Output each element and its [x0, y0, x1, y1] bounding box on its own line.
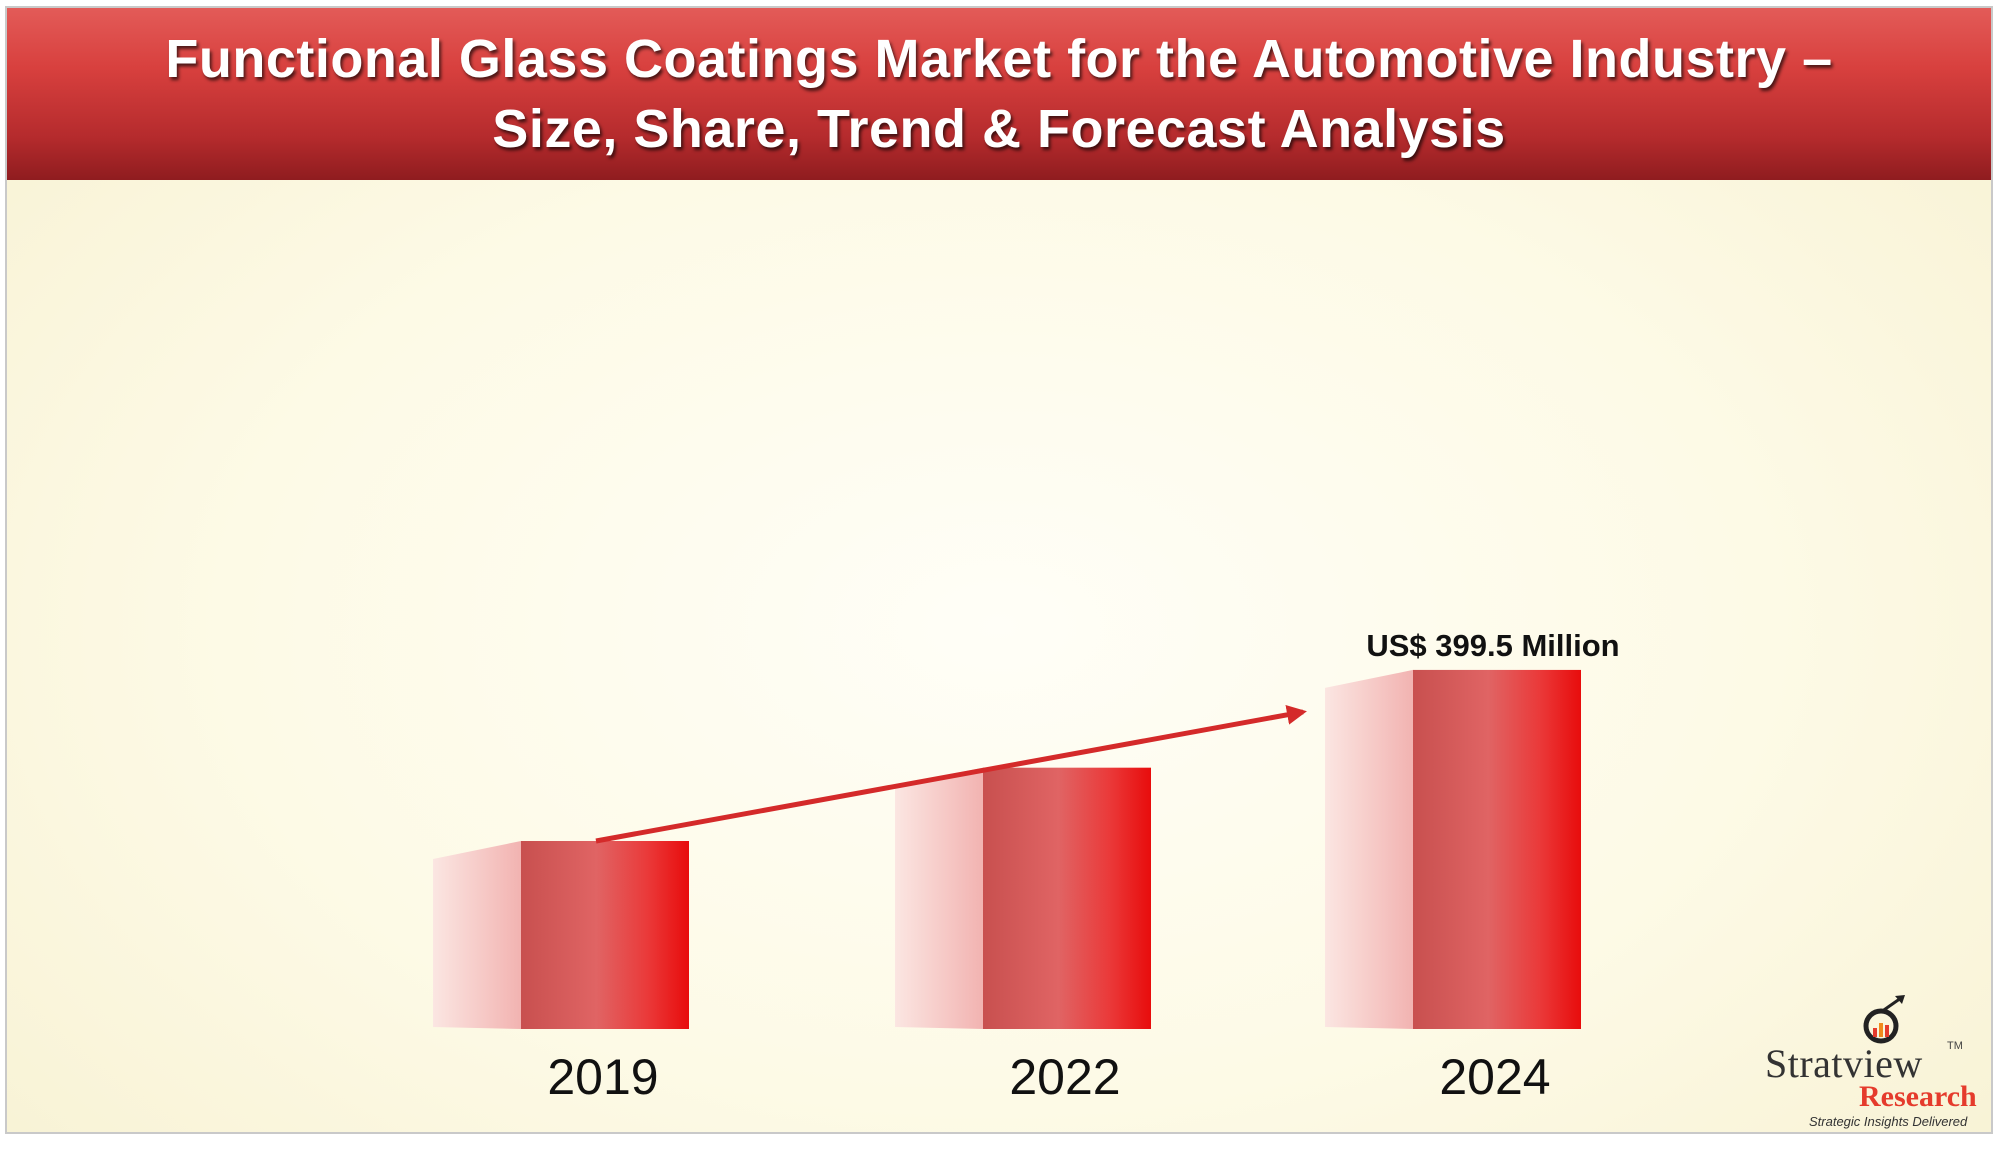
magnifier-chart-icon [1863, 995, 1905, 1044]
trend-arrow [595, 704, 1307, 844]
bar-side-2019 [433, 841, 521, 1029]
bar-side-2022 [895, 767, 983, 1029]
logo-trademark: TM [1947, 1040, 1963, 1052]
data-label-2024: US$ 399.5 Million [1366, 628, 1619, 663]
stratview-logo: Stratview TM Research Strategic Insights… [1747, 994, 1987, 1129]
bar-chart: 2019 2022 2024 US$ 399.5 Million [433, 628, 1620, 1105]
bar-2022 [983, 767, 1151, 1029]
logo-tagline: Strategic Insights Delivered [1809, 1114, 1968, 1129]
x-tick-label-2019: 2019 [547, 1049, 658, 1105]
bars-layer [433, 669, 1581, 1029]
labels-layer: 2019 2022 2024 US$ 399.5 Million [547, 628, 1619, 1105]
bar-side-2024 [1325, 669, 1413, 1029]
bar-2024 [1413, 669, 1581, 1029]
title-banner: Functional Glass Coatings Market for the… [7, 8, 1991, 180]
chart-frame: 2019 2022 2024 US$ 399.5 Million Functional… [5, 6, 1993, 1134]
x-tick-label-2024: 2024 [1439, 1049, 1550, 1105]
chart-title-line-1: Functional Glass Coatings Market for the… [165, 29, 1833, 89]
x-tick-label-2022: 2022 [1009, 1049, 1120, 1105]
bar-2019 [521, 841, 689, 1029]
logo-brand: Stratview [1765, 1041, 1923, 1086]
chart-title-line-2: Size, Share, Trend & Forecast Analysis [492, 99, 1506, 159]
logo-research: Research [1859, 1080, 1977, 1113]
